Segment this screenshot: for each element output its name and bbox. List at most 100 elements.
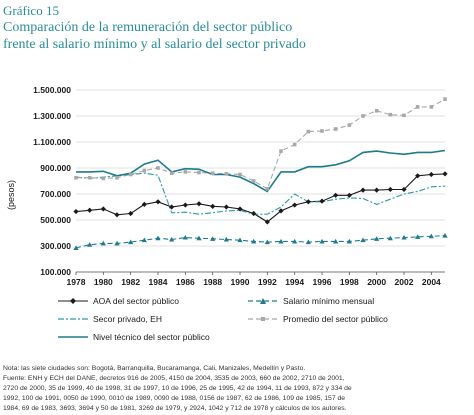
legend-item-nivel-tecnico: Nivel técnico del sector público [58,332,210,342]
series-marker-0 [442,171,448,177]
series-marker-0 [292,202,298,208]
chart-header: Gráfico 15 Comparación de la remuneració… [3,3,471,53]
chart-title-line2: frente al salario mínimo y al salario de… [3,37,306,52]
series-marker-0 [73,208,79,215]
legend-swatch-promedio [248,317,278,321]
notes-line-5: 1984, 69 de 1983, 3693, 3694 y 50 de 198… [3,405,347,412]
x-tick-label: 1994 [285,277,304,287]
series-marker-3 [292,142,297,147]
legend-label-aoa: AOA del sector público [93,296,179,306]
notes-line-4: 1992, 100 de 1991, 0050 de 1990, 0010 de… [3,395,346,402]
y-tick-label: 500.000 [40,215,71,225]
series-line-4 [76,149,446,193]
series-marker-0 [237,206,243,212]
axes [75,271,445,275]
series-marker-3 [333,127,338,131]
series-marker-1 [196,235,202,241]
series-marker-0 [182,202,188,208]
series-marker-0 [319,198,325,204]
series-marker-1 [114,240,120,246]
x-tick-label: 1978 [67,277,86,287]
legend-item-salario-minimo: Salario mínimo mensual [248,296,374,306]
series-marker-3 [374,109,379,113]
notes-line-2: Fuente: ENH y ECH del DANE, decretos 916… [3,375,345,382]
series-marker-1 [442,233,448,238]
series-marker-3 [306,129,311,134]
legend-item-aoa: AOA del sector público [58,296,179,306]
series-marker-0 [128,210,134,217]
series-marker-3 [238,172,242,177]
series-marker-1 [387,235,393,241]
series-marker-3 [388,112,393,117]
x-tick-label: 1990 [231,277,250,287]
legend-swatch-privado [58,318,88,320]
series-marker-0 [374,187,380,193]
series-marker-3 [142,168,147,173]
x-tick-label: 1988 [203,277,222,287]
series-marker-0 [114,212,120,218]
series-marker-3 [402,113,406,118]
series-marker-0 [360,187,366,193]
x-tick-label: 1992 [258,277,277,287]
series-line-1 [75,235,446,249]
series-marker-0 [278,208,284,214]
legend-label-privado: Secor privado, EH [93,314,162,324]
chart-title-line1: Comparación de la remuneración del secto… [3,20,293,35]
series-marker-1 [292,238,298,244]
legend-label-salario-minimo: Salario mínimo mensual [283,296,375,306]
series-lines [75,98,446,249]
series-marker-0 [428,171,434,178]
line-chart: 100.000 300.000 500.000 700.000 900.000 1.100… [6,85,448,287]
series-marker-3 [87,175,92,180]
series-marker-1 [87,242,93,247]
series-markers [73,97,448,250]
series-marker-1 [428,233,434,239]
x-tick-label: 1980 [94,277,113,287]
y-tick-label: 100.000 [40,267,71,277]
legend-swatch-aoa [58,298,88,304]
legend-item-promedio: Promedio del sector público [248,314,388,324]
series-marker-1 [251,238,257,244]
series-marker-0 [264,219,270,225]
legend-swatch-salario-minimo [248,298,278,304]
series-marker-3 [251,179,256,183]
series-marker-1 [155,235,161,241]
series-marker-0 [387,186,393,193]
series-marker-0 [155,199,161,205]
series-marker-3 [74,175,78,180]
series-marker-0 [87,207,93,213]
series-marker-0 [401,186,407,193]
series-line-0 [75,173,446,223]
y-axis-label: (pesos) [6,180,16,210]
series-marker-1 [223,236,229,242]
y-tick-label: 700.000 [40,189,71,199]
series-marker-0 [100,206,106,212]
legend-label-promedio: Promedio del sector público [283,314,388,324]
x-tick-label: 2002 [395,277,414,287]
series-marker-3 [429,105,434,109]
series-marker-3 [279,149,283,153]
y-tick-label: 300.000 [40,241,71,251]
x-tick-label: 1996 [313,277,332,287]
series-marker-1 [210,236,216,241]
series-marker-3 [347,123,352,127]
series-marker-3 [415,105,420,109]
x-tick-label: 1986 [176,277,195,287]
series-marker-1 [401,234,407,240]
y-tick-label: 1.500.000 [33,85,71,95]
series-marker-0 [415,173,421,179]
series-marker-1 [73,245,79,250]
series-marker-0 [141,201,147,207]
series-marker-0 [305,199,311,205]
series-marker-1 [346,238,352,244]
series-marker-1 [100,240,106,246]
series-marker-1 [237,237,243,243]
series-marker-3 [265,187,270,191]
x-tick-label: 2004 [422,277,441,287]
y-tick-label: 1.100.000 [33,137,71,147]
series-marker-3 [320,129,324,133]
series-marker-3 [156,166,160,170]
legend-item-privado: Secor privado, EH [58,314,162,324]
series-marker-3 [361,114,365,118]
series-marker-1 [169,236,175,242]
